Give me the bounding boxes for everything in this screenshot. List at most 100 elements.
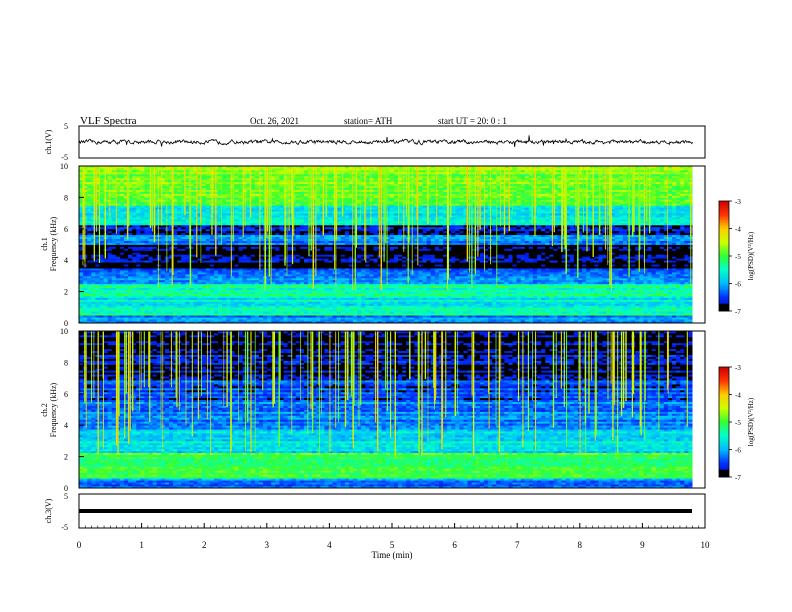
spectrogram-cell: [99, 311, 104, 314]
spectrogram-cell: [103, 279, 109, 283]
spectrogram-cell: [475, 313, 481, 316]
spectrogram-cell: [103, 321, 109, 324]
spectrogram-cell: [434, 315, 440, 318]
spectrogram-cell: [377, 317, 383, 320]
spectrogram-cell: [103, 281, 109, 285]
spectrogram-cell: [291, 321, 297, 324]
spectrogram-cell: [238, 279, 243, 283]
spectrogram-cell: [328, 279, 333, 283]
spectrogram-cell: [254, 321, 260, 324]
spectrogram-cell: [553, 283, 558, 287]
spectrogram-cell: [238, 275, 243, 279]
spectrogram-cell: [344, 307, 350, 310]
spectrogram-cell: [99, 295, 104, 298]
spectrogram-cell: [316, 303, 321, 306]
spectrogram-cell: [132, 315, 137, 318]
spectrogram-cell: [193, 287, 199, 291]
spectrogram-cell: [545, 297, 550, 300]
spectrogram-cell: [516, 295, 522, 298]
spectrogram-cell: [361, 289, 366, 292]
spectrogram-cell: [299, 303, 305, 306]
spectrogram-cell: [189, 277, 194, 281]
spectrogram-cell: [279, 281, 284, 285]
spectrogram-cell: [643, 285, 648, 289]
spectrogram-cell: [443, 299, 448, 302]
spectrogram-cell: [422, 305, 428, 308]
spectrogram-cell: [332, 307, 338, 310]
spectrogram-cell: [508, 313, 513, 316]
spectrogram-cell: [549, 319, 554, 322]
spectrogram-cell: [246, 313, 252, 316]
spectrogram-cell: [308, 287, 313, 291]
spectrogram-cell: [569, 319, 575, 322]
spectrogram-cell: [430, 277, 436, 281]
spectrogram-cell: [627, 319, 632, 322]
spectrogram-cell: [258, 273, 264, 277]
spectrogram-cell: [496, 295, 501, 298]
spectrogram-cell: [107, 279, 113, 283]
spectrogram-cell: [336, 297, 342, 300]
spectrogram-cell: [348, 299, 354, 302]
spectrogram-cell: [328, 309, 333, 312]
spectrogram-cell: [328, 285, 333, 289]
spectrogram-cell: [316, 321, 321, 324]
spectrogram-cell: [152, 285, 158, 289]
spectrogram-cell: [455, 311, 460, 314]
spectrogram-cell: [684, 287, 689, 291]
spectrogram-cell: [340, 285, 346, 289]
spectrogram-cell: [91, 303, 96, 306]
spectrogram-cell: [627, 321, 632, 324]
spectrogram-cell: [132, 283, 137, 287]
spectrogram-cell: [381, 275, 387, 279]
spectrogram-cell: [181, 321, 186, 324]
spectrogram-cell: [258, 281, 264, 285]
spectrogram-cell: [549, 275, 554, 279]
spectrogram-cell: [434, 295, 440, 298]
spectrogram-cell: [414, 287, 419, 291]
spectrogram-cell: [164, 285, 170, 289]
spectrogram-cell: [152, 315, 158, 318]
spectrogram-cell: [549, 311, 554, 314]
spectrogram-cell: [140, 287, 145, 291]
spectrogram-cell: [152, 305, 158, 308]
spectrogram-cell: [602, 299, 607, 302]
spectrogram-cell: [475, 299, 481, 302]
spectrogram-cell: [492, 281, 497, 285]
spectrogram-cell: [119, 311, 125, 314]
spectrogram-cell: [467, 321, 473, 324]
spectrogram-cell: [516, 309, 522, 312]
spectrogram-cell: [263, 315, 268, 318]
spectrogram-cell: [610, 301, 616, 304]
spectrogram-cell: [250, 315, 256, 318]
spectrogram-cell: [508, 295, 513, 298]
spectrogram-cell: [344, 317, 350, 320]
spectrogram-cell: [631, 299, 636, 302]
spectrogram-cell: [524, 319, 530, 322]
spectrogram-cell: [398, 303, 403, 306]
spectrogram-cell: [434, 293, 440, 296]
spectrogram-cell: [242, 283, 248, 287]
spectrogram-cell: [451, 279, 456, 283]
spectrogram-cell: [185, 289, 190, 292]
spectrogram-cell: [348, 287, 354, 291]
spectrogram-cell: [590, 277, 595, 281]
spectrogram-cell: [618, 305, 624, 308]
spectrogram-cell: [283, 277, 288, 281]
spectrogram-cell: [426, 315, 432, 318]
spectrogram-cell: [361, 293, 366, 296]
spectrogram-cell: [389, 313, 395, 316]
spectrogram-cell: [402, 293, 407, 296]
spectrogram-cell: [344, 313, 350, 316]
spectrogram-cell: [528, 305, 534, 308]
spectrogram-cell: [389, 295, 395, 298]
spectrogram-cell: [160, 285, 166, 289]
spectrogram-cell: [430, 281, 436, 285]
spectrogram-cell: [676, 295, 681, 298]
spectrogram-cell: [181, 287, 186, 291]
spectrogram-cell: [287, 281, 293, 285]
spectrogram-cell: [258, 303, 264, 306]
spectrogram-cell: [647, 307, 652, 310]
spectrogram-cell: [455, 317, 460, 320]
spectrogram-cell: [389, 299, 395, 302]
spectrogram-cell: [377, 299, 383, 302]
